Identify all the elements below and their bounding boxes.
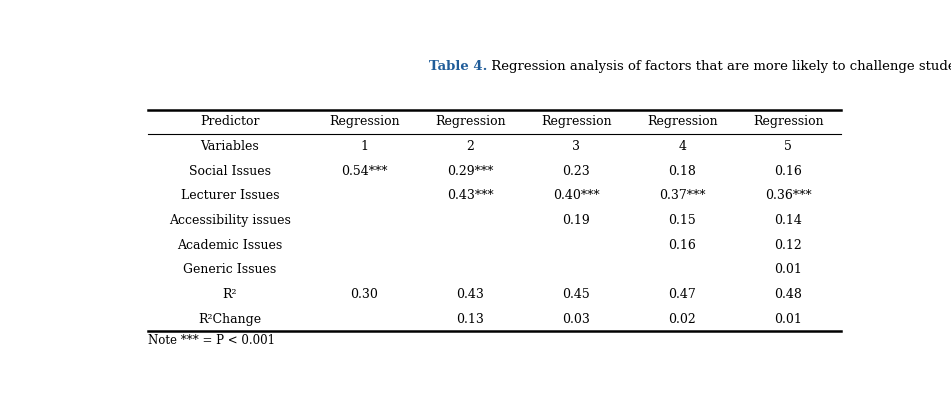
Text: R²Change: R²Change [198, 312, 262, 326]
Text: Table 4.: Table 4. [429, 60, 487, 73]
Text: 1: 1 [360, 140, 368, 153]
Text: Regression: Regression [753, 116, 824, 128]
Text: 0.45: 0.45 [562, 288, 590, 301]
Text: Lecturer Issues: Lecturer Issues [181, 189, 279, 202]
Text: Note *** = P < 0.001: Note *** = P < 0.001 [148, 334, 276, 347]
Text: 0.15: 0.15 [669, 214, 696, 227]
Text: 3: 3 [573, 140, 580, 153]
Text: 5: 5 [785, 140, 792, 153]
Text: 0.18: 0.18 [669, 165, 696, 178]
Text: Regression analysis of factors that are more likely to challenge students’ inten: Regression analysis of factors that are … [487, 60, 951, 73]
Text: Variables: Variables [201, 140, 259, 153]
Text: 0.02: 0.02 [669, 312, 696, 326]
Text: 0.16: 0.16 [774, 165, 802, 178]
Text: 0.12: 0.12 [774, 239, 802, 252]
Text: 0.14: 0.14 [774, 214, 802, 227]
Text: Regression: Regression [435, 116, 506, 128]
Text: 0.43: 0.43 [456, 288, 484, 301]
Text: 0.01: 0.01 [774, 312, 802, 326]
Text: Accessibility issues: Accessibility issues [169, 214, 291, 227]
Text: Regression: Regression [329, 116, 399, 128]
Text: 0.48: 0.48 [774, 288, 802, 301]
Text: Regression: Regression [647, 116, 717, 128]
Text: 0.03: 0.03 [562, 312, 591, 326]
Text: 0.23: 0.23 [562, 165, 590, 178]
Text: 0.13: 0.13 [456, 312, 484, 326]
Text: 0.47: 0.47 [669, 288, 696, 301]
Text: R²: R² [223, 288, 237, 301]
Text: 4: 4 [678, 140, 687, 153]
Text: 0.43***: 0.43*** [447, 189, 494, 202]
Text: Social Issues: Social Issues [188, 165, 271, 178]
Text: 0.37***: 0.37*** [659, 189, 706, 202]
Text: 0.01: 0.01 [774, 263, 802, 276]
Text: 0.19: 0.19 [562, 214, 590, 227]
Text: Predictor: Predictor [200, 116, 260, 128]
Text: Academic Issues: Academic Issues [177, 239, 282, 252]
Text: Regression: Regression [541, 116, 611, 128]
Text: 0.36***: 0.36*** [765, 189, 811, 202]
Text: 0.30: 0.30 [350, 288, 378, 301]
Text: 2: 2 [466, 140, 475, 153]
Text: Generic Issues: Generic Issues [184, 263, 277, 276]
Text: 0.16: 0.16 [669, 239, 696, 252]
Text: 0.29***: 0.29*** [447, 165, 494, 178]
Text: 0.40***: 0.40*** [553, 189, 599, 202]
Text: 0.54***: 0.54*** [340, 165, 387, 178]
